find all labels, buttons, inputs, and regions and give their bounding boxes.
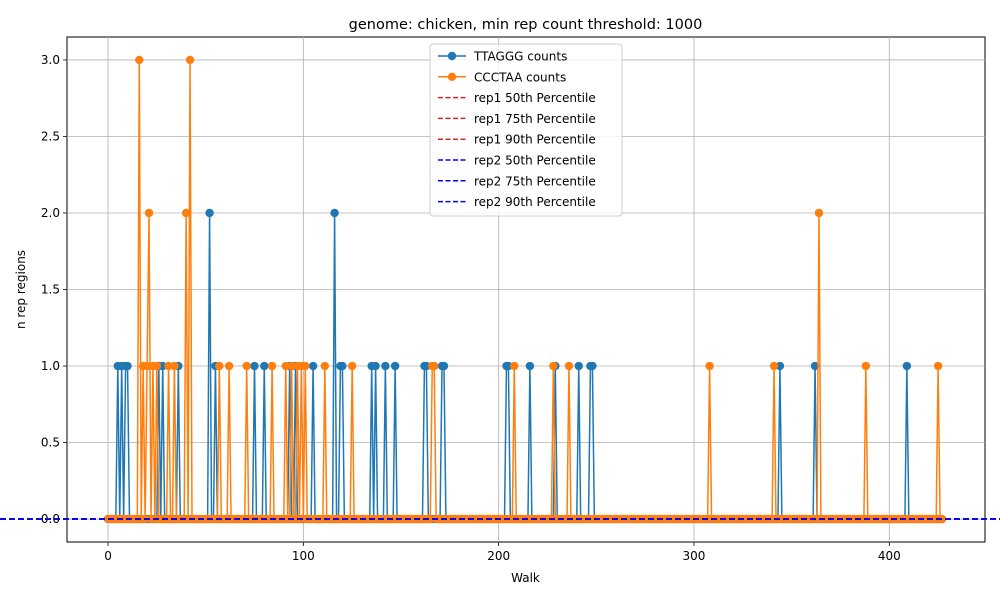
legend-label: rep2 50th Percentile bbox=[474, 154, 596, 168]
legend-entry: CCCTAA counts bbox=[438, 70, 566, 84]
x-tick-label: 100 bbox=[292, 549, 315, 563]
legend: TTAGGG counts CCCTAA counts rep1 50th Perc… bbox=[429, 43, 623, 217]
data-point bbox=[810, 361, 820, 371]
data-point bbox=[242, 361, 251, 371]
y-tick-label: 1.0 bbox=[41, 359, 60, 373]
data-point bbox=[205, 208, 214, 218]
data-point bbox=[504, 361, 513, 371]
data-point bbox=[422, 361, 431, 371]
data-point bbox=[426, 514, 435, 524]
x-tick-label: 300 bbox=[683, 549, 706, 563]
data-point bbox=[439, 361, 449, 371]
chart-title: genome: chicken, min rep count threshold… bbox=[349, 17, 703, 33]
legend-marker bbox=[447, 72, 457, 82]
legend-entry: rep1 90th Percentile bbox=[438, 133, 596, 147]
legend-box bbox=[429, 43, 623, 217]
legend-label: CCCTAA counts bbox=[474, 70, 566, 84]
data-point bbox=[181, 208, 191, 218]
y-axis-title: n rep regions bbox=[14, 250, 28, 329]
legend-label: rep1 75th Percentile bbox=[474, 112, 596, 126]
data-point bbox=[347, 361, 357, 371]
data-point bbox=[775, 361, 785, 371]
data-point bbox=[814, 208, 824, 218]
data-point bbox=[588, 361, 597, 371]
x-tick-label: 400 bbox=[878, 549, 901, 563]
legend-entry: rep2 75th Percentile bbox=[438, 174, 596, 188]
y-tick-label: 3.0 bbox=[41, 53, 60, 67]
data-point bbox=[144, 208, 154, 218]
data-point bbox=[525, 361, 535, 371]
data-point bbox=[142, 361, 152, 371]
legend-entry: rep1 75th Percentile bbox=[438, 112, 596, 126]
data-point bbox=[301, 361, 310, 371]
data-point bbox=[390, 361, 400, 371]
data-point bbox=[510, 361, 519, 371]
data-point bbox=[250, 361, 259, 371]
data-point bbox=[164, 361, 173, 371]
legend-label: rep2 90th Percentile bbox=[474, 195, 596, 209]
data-point bbox=[902, 361, 912, 371]
legend-marker bbox=[447, 51, 457, 61]
legend-entry: rep2 90th Percentile bbox=[438, 195, 596, 209]
y-tick-label: 2.0 bbox=[41, 206, 60, 220]
y-tick-label: 0.5 bbox=[41, 436, 60, 450]
data-point bbox=[574, 361, 583, 371]
data-point bbox=[381, 361, 390, 371]
legend-entry: rep2 50th Percentile bbox=[438, 154, 596, 168]
data-point bbox=[371, 361, 380, 371]
legend-label: rep1 90th Percentile bbox=[474, 133, 596, 147]
data-point bbox=[281, 361, 290, 371]
legend-label: rep1 50th Percentile bbox=[474, 91, 596, 105]
y-tick-label: 1.5 bbox=[41, 283, 60, 297]
data-point bbox=[320, 361, 330, 371]
data-point bbox=[933, 361, 943, 371]
x-tick-label: 200 bbox=[487, 549, 510, 563]
data-point bbox=[170, 361, 179, 371]
data-point bbox=[937, 514, 947, 524]
data-point bbox=[861, 361, 871, 371]
data-point bbox=[267, 361, 277, 371]
x-axis-title: Walk bbox=[511, 571, 540, 585]
legend-entry: rep1 50th Percentile bbox=[438, 91, 596, 105]
y-tick-label: 2.5 bbox=[41, 129, 60, 143]
data-point bbox=[185, 55, 195, 65]
data-point bbox=[158, 361, 167, 371]
data-point bbox=[123, 361, 132, 371]
data-point bbox=[705, 361, 714, 371]
data-point bbox=[308, 361, 318, 371]
data-point bbox=[338, 361, 347, 371]
legend-label: rep2 75th Percentile bbox=[474, 174, 596, 188]
data-point bbox=[430, 361, 439, 371]
data-point bbox=[330, 208, 339, 218]
data-point bbox=[260, 361, 269, 371]
data-point bbox=[215, 361, 224, 371]
data-point bbox=[287, 361, 296, 371]
data-point bbox=[152, 361, 162, 371]
legend-label: TTAGGG counts bbox=[473, 50, 567, 64]
data-point bbox=[549, 361, 558, 371]
data-point bbox=[564, 361, 574, 371]
data-point bbox=[135, 55, 144, 65]
legend-entry: TTAGGG counts bbox=[438, 50, 567, 64]
data-point bbox=[224, 361, 234, 371]
data-point bbox=[769, 361, 779, 371]
x-tick-label: 0 bbox=[104, 549, 112, 563]
